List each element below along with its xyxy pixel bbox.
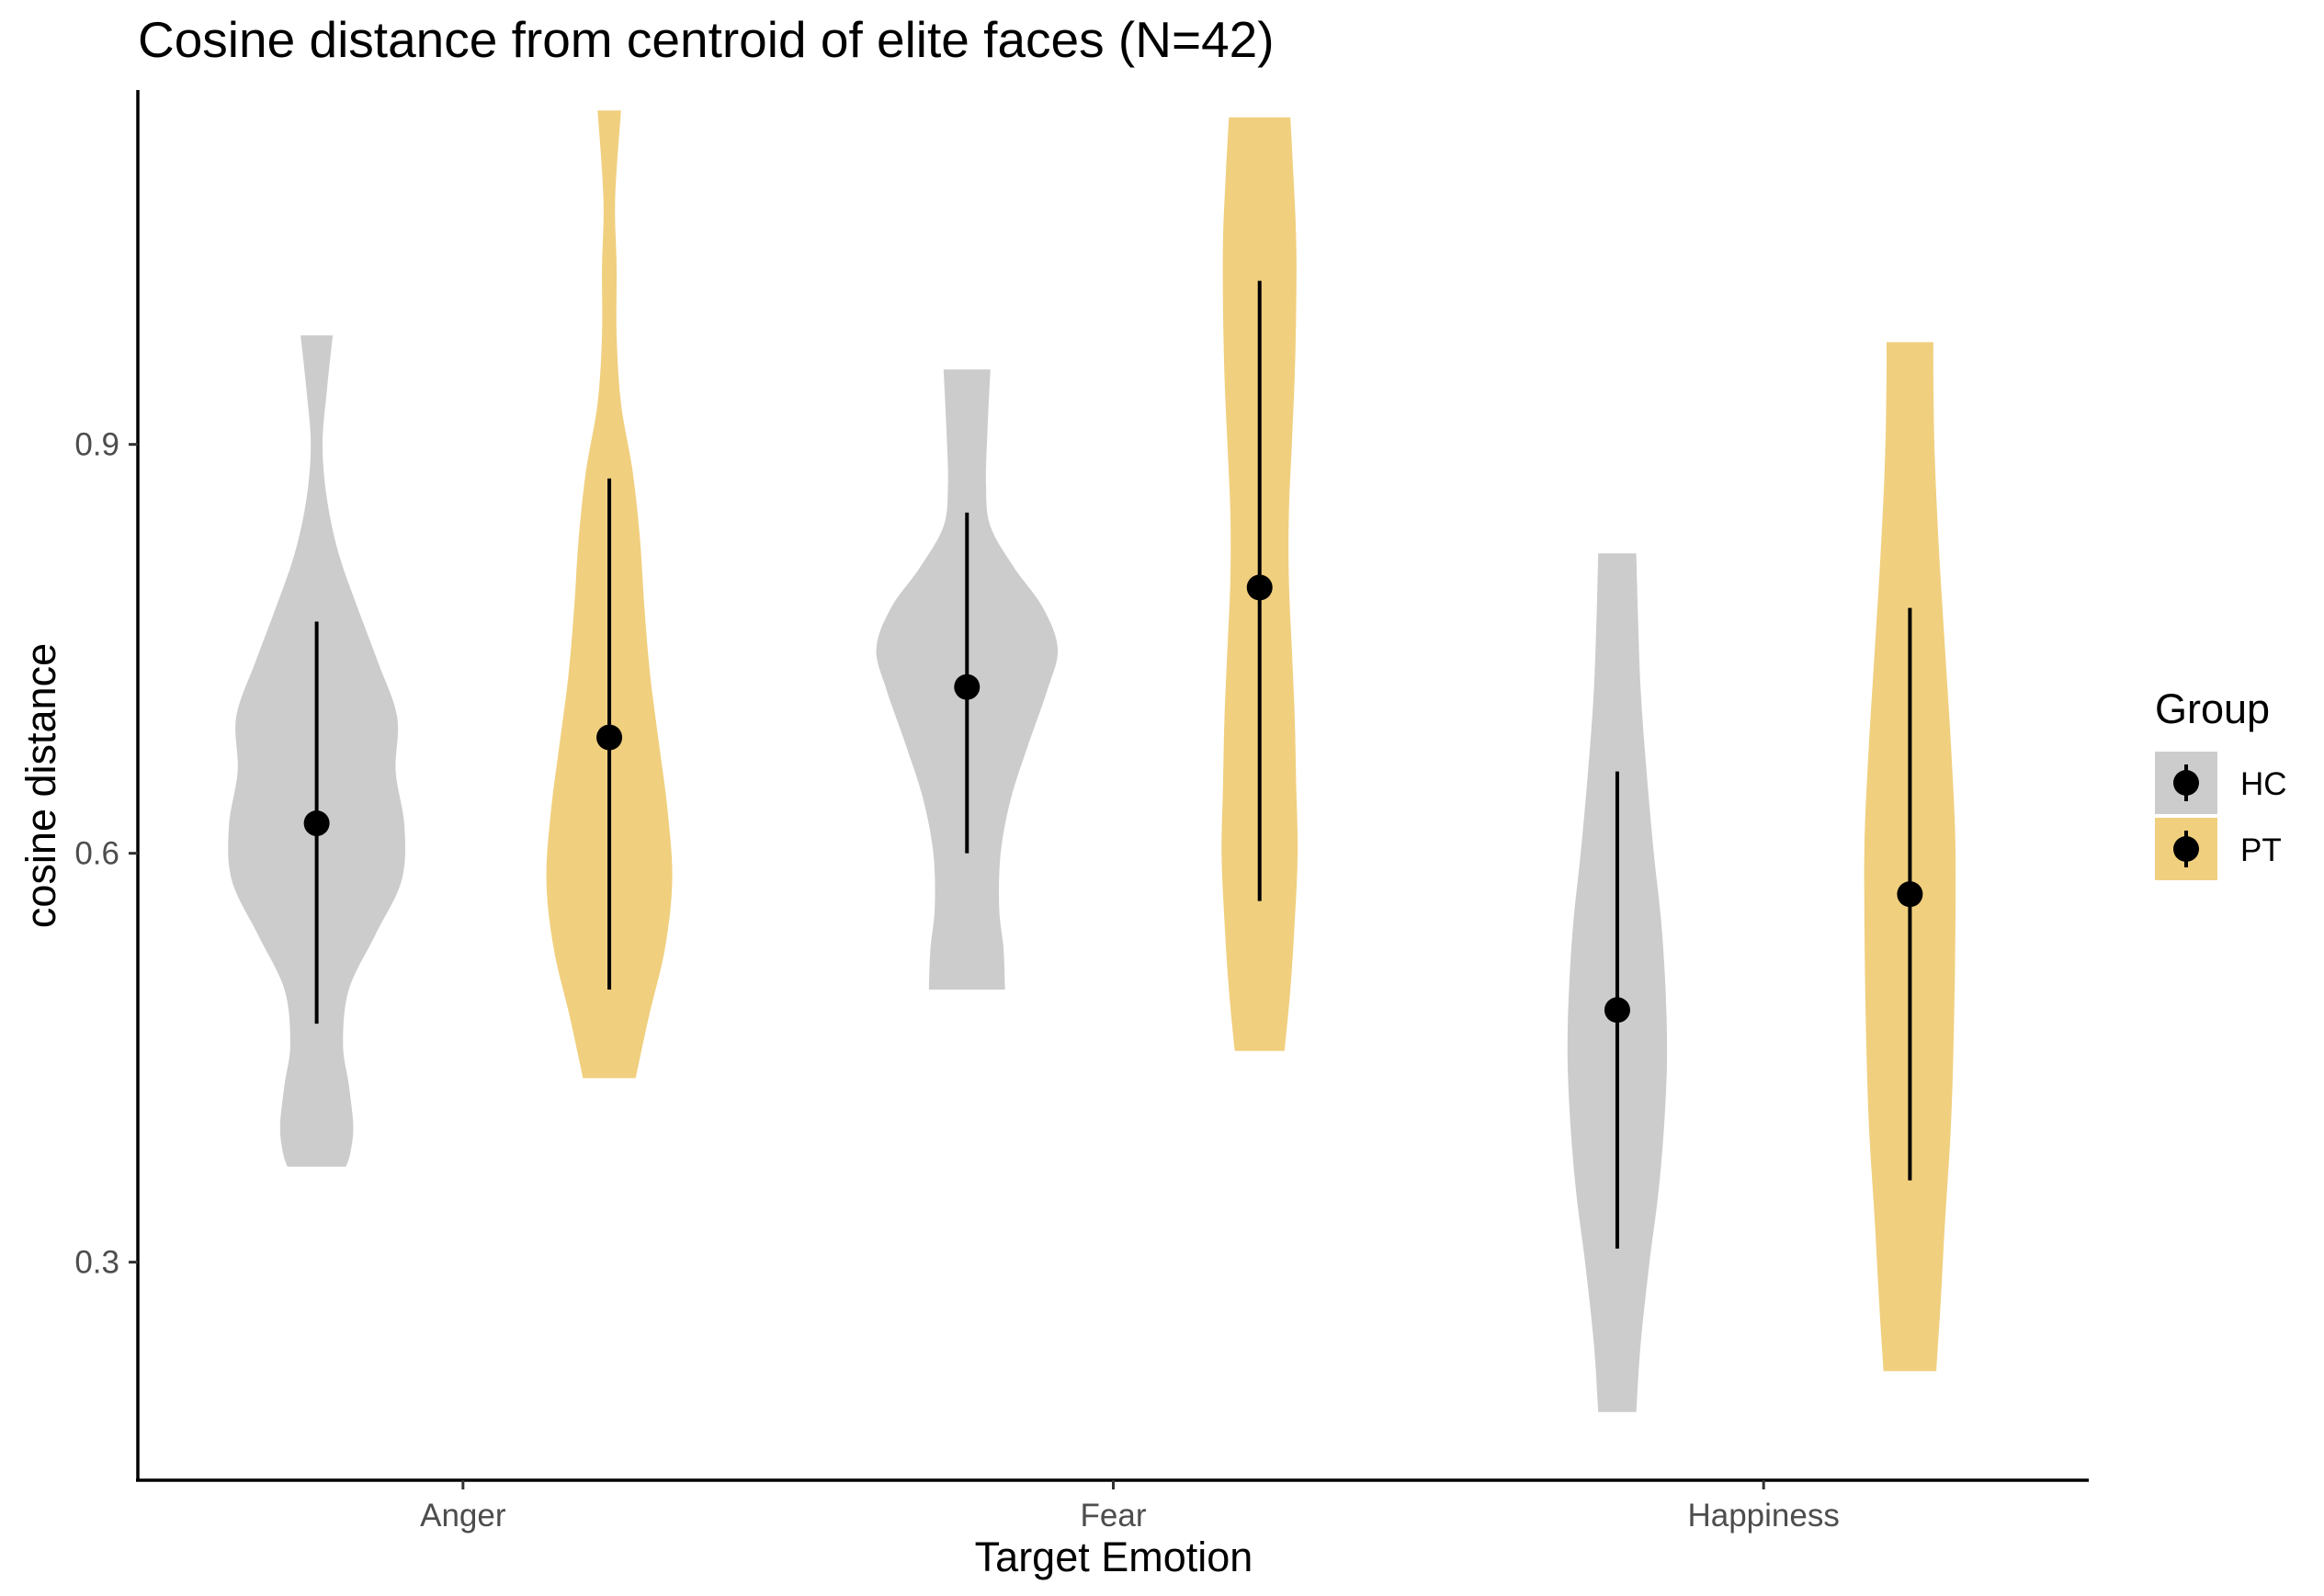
x-tick-label: Fear	[1081, 1498, 1147, 1534]
legend-key-point	[2173, 836, 2199, 862]
y-axis-title: cosine distance	[17, 643, 64, 928]
x-axis-ticks: Anger Fear Happiness	[420, 1480, 1840, 1534]
violin-layer	[228, 110, 1956, 1412]
mean-point-hc-anger	[303, 810, 330, 837]
y-tick-label: 0.6	[74, 836, 119, 872]
x-tick-label: Happiness	[1687, 1498, 1839, 1534]
mean-point-hc-happiness	[1604, 997, 1630, 1024]
mean-point-pt-happiness	[1897, 881, 1923, 908]
mean-point-pt-anger	[596, 724, 623, 751]
legend-key-point	[2173, 770, 2199, 796]
mean-point-pt-fear	[1246, 574, 1273, 601]
errorbar-layer	[303, 280, 1923, 1249]
legend-label-hc: HC	[2240, 766, 2287, 802]
x-tick-label: Anger	[420, 1498, 506, 1534]
mean-point-hc-fear	[954, 673, 981, 700]
x-axis-title: Target Emotion	[975, 1534, 1253, 1580]
legend-label-pt: PT	[2240, 832, 2282, 868]
y-axis-ticks: 0.3 0.6 0.9	[74, 427, 138, 1281]
legend: Group HC PT	[2155, 685, 2287, 880]
y-tick-label: 0.3	[74, 1245, 119, 1281]
chart-title: Cosine distance from centroid of elite f…	[138, 11, 1275, 68]
legend-title: Group	[2155, 685, 2270, 732]
y-tick-label: 0.9	[74, 427, 119, 463]
